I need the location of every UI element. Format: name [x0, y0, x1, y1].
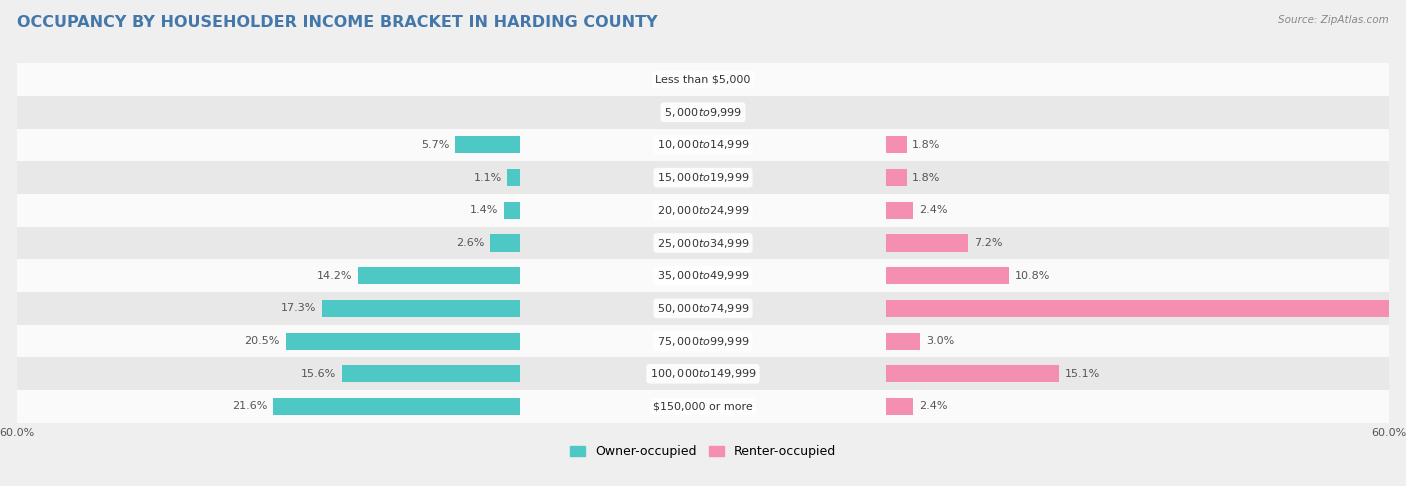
Text: 2.4%: 2.4%: [920, 205, 948, 215]
Bar: [886, 169, 907, 186]
Bar: [342, 365, 520, 382]
Text: 1.1%: 1.1%: [474, 173, 502, 183]
Bar: [886, 398, 914, 415]
Text: 10.8%: 10.8%: [1015, 271, 1050, 281]
Text: 21.6%: 21.6%: [232, 401, 267, 412]
Text: $50,000 to $74,999: $50,000 to $74,999: [657, 302, 749, 315]
Text: $100,000 to $149,999: $100,000 to $149,999: [650, 367, 756, 380]
Text: $5,000 to $9,999: $5,000 to $9,999: [664, 106, 742, 119]
Bar: [17, 161, 1389, 194]
Text: Less than $5,000: Less than $5,000: [655, 74, 751, 85]
Text: 7.2%: 7.2%: [974, 238, 1002, 248]
Text: $25,000 to $34,999: $25,000 to $34,999: [657, 237, 749, 249]
Bar: [886, 235, 969, 251]
Bar: [17, 96, 1389, 129]
Bar: [17, 194, 1389, 226]
Bar: [886, 202, 914, 219]
Text: $10,000 to $14,999: $10,000 to $14,999: [657, 139, 749, 152]
Text: Source: ZipAtlas.com: Source: ZipAtlas.com: [1278, 15, 1389, 25]
Bar: [17, 226, 1389, 260]
Text: 2.4%: 2.4%: [920, 401, 948, 412]
Bar: [17, 325, 1389, 357]
Bar: [886, 267, 1010, 284]
Text: 3.0%: 3.0%: [927, 336, 955, 346]
Bar: [17, 260, 1389, 292]
Bar: [357, 267, 520, 284]
Text: 15.6%: 15.6%: [301, 369, 336, 379]
Bar: [17, 63, 1389, 96]
Text: $35,000 to $49,999: $35,000 to $49,999: [657, 269, 749, 282]
Text: OCCUPANCY BY HOUSEHOLDER INCOME BRACKET IN HARDING COUNTY: OCCUPANCY BY HOUSEHOLDER INCOME BRACKET …: [17, 15, 658, 30]
Text: 5.7%: 5.7%: [420, 140, 449, 150]
Text: 20.5%: 20.5%: [245, 336, 280, 346]
Bar: [17, 129, 1389, 161]
Bar: [17, 390, 1389, 423]
Text: 1.8%: 1.8%: [912, 140, 941, 150]
Bar: [886, 365, 1059, 382]
Text: 15.1%: 15.1%: [1064, 369, 1099, 379]
Text: 1.4%: 1.4%: [470, 205, 498, 215]
Text: 14.2%: 14.2%: [316, 271, 352, 281]
Bar: [273, 398, 520, 415]
Bar: [491, 235, 520, 251]
Text: $75,000 to $99,999: $75,000 to $99,999: [657, 334, 749, 347]
Legend: Owner-occupied, Renter-occupied: Owner-occupied, Renter-occupied: [565, 440, 841, 463]
Text: $150,000 or more: $150,000 or more: [654, 401, 752, 412]
Bar: [322, 300, 520, 317]
Text: 2.6%: 2.6%: [456, 238, 485, 248]
Text: $15,000 to $19,999: $15,000 to $19,999: [657, 171, 749, 184]
Bar: [886, 137, 907, 154]
Text: 1.8%: 1.8%: [912, 173, 941, 183]
Bar: [886, 300, 1406, 317]
Bar: [17, 292, 1389, 325]
Bar: [508, 169, 520, 186]
Text: $20,000 to $24,999: $20,000 to $24,999: [657, 204, 749, 217]
Bar: [503, 202, 520, 219]
Bar: [285, 332, 520, 349]
Bar: [456, 137, 520, 154]
Text: 17.3%: 17.3%: [281, 303, 316, 313]
Bar: [17, 357, 1389, 390]
Bar: [886, 332, 921, 349]
